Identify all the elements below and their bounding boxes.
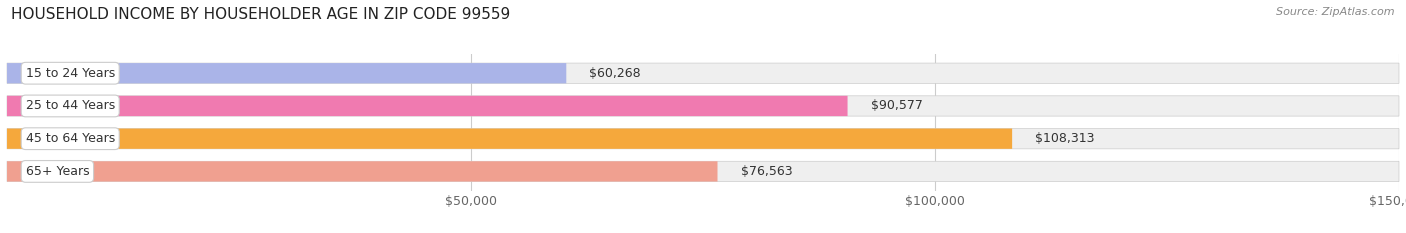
Text: $76,563: $76,563	[741, 165, 793, 178]
Text: 65+ Years: 65+ Years	[25, 165, 89, 178]
Text: $60,268: $60,268	[589, 67, 641, 80]
FancyBboxPatch shape	[7, 161, 717, 182]
FancyBboxPatch shape	[7, 63, 567, 83]
Text: $90,577: $90,577	[870, 99, 922, 113]
FancyBboxPatch shape	[7, 96, 1399, 116]
FancyBboxPatch shape	[7, 129, 1399, 149]
Text: Source: ZipAtlas.com: Source: ZipAtlas.com	[1277, 7, 1395, 17]
Text: 15 to 24 Years: 15 to 24 Years	[25, 67, 115, 80]
FancyBboxPatch shape	[7, 96, 848, 116]
Text: 25 to 44 Years: 25 to 44 Years	[25, 99, 115, 113]
Text: $108,313: $108,313	[1035, 132, 1095, 145]
Text: HOUSEHOLD INCOME BY HOUSEHOLDER AGE IN ZIP CODE 99559: HOUSEHOLD INCOME BY HOUSEHOLDER AGE IN Z…	[11, 7, 510, 22]
FancyBboxPatch shape	[7, 129, 1012, 149]
FancyBboxPatch shape	[7, 63, 1399, 83]
Text: 45 to 64 Years: 45 to 64 Years	[25, 132, 115, 145]
FancyBboxPatch shape	[7, 161, 1399, 182]
